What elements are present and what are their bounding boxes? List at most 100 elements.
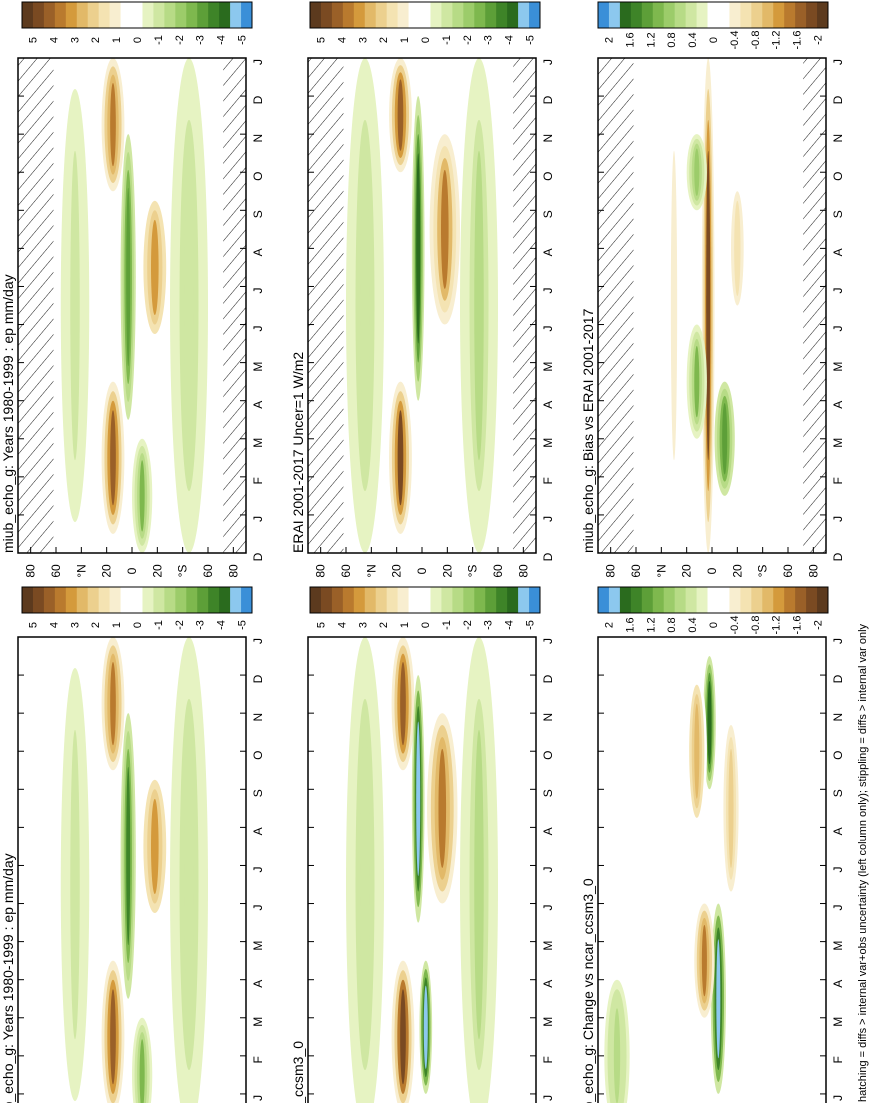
- colorbar-swatch: [241, 2, 253, 28]
- colorbar-swatch: [109, 587, 122, 613]
- lat-tick-label: 60: [491, 564, 505, 578]
- colorbar-swatch: [441, 587, 453, 613]
- lat-tick-label: °N: [364, 564, 378, 577]
- colorbar-p3: 5 4 3 2 1 0 -1 -2 -3 -4 -5: [309, 1, 541, 45]
- data-blob-5-3: [670, 150, 678, 461]
- colorbar-swatch: [43, 2, 56, 28]
- month-tick-label: D: [251, 552, 265, 561]
- month-tick-label: M: [541, 941, 555, 951]
- month-tick-label: J: [831, 516, 845, 522]
- colorbar-tick-label: 5: [27, 622, 39, 628]
- colorbar-swatch: [230, 587, 242, 613]
- colorbar-swatch: [364, 587, 377, 613]
- colorbar-tick-label: 0: [708, 37, 720, 43]
- month-tick-label: J: [251, 866, 265, 872]
- colorbar-frame: [309, 1, 541, 29]
- panel-p5: miub_echo_g: Bias vs ERAI 2001-2017 80 60 °…: [580, 57, 845, 578]
- month-tick-label: F: [541, 477, 555, 484]
- colorbar-swatch: [751, 587, 763, 613]
- colorbar-swatch: [474, 2, 486, 28]
- month-tick-label: J: [541, 638, 555, 644]
- colorbar-p1: 5 4 3 2 1 0 -1 -2 -3 -4 -5: [21, 1, 253, 45]
- month-tick-label: J: [251, 59, 265, 65]
- colorbar-swatch: [795, 2, 807, 28]
- colorbar-p4: 5 4 3 2 1 0 -1 -2 -3 -4 -5: [309, 586, 541, 630]
- month-tick-label: A: [831, 980, 845, 988]
- month-tick-label: F: [541, 1056, 555, 1063]
- lat-tick-label: 60: [201, 564, 215, 578]
- month-tick-label: F: [251, 1056, 265, 1063]
- month-tick-label: O: [251, 172, 265, 181]
- colorbar-swatch: [208, 587, 220, 613]
- colorbar-swatch: [320, 2, 333, 28]
- colorbar-swatch: [310, 587, 322, 613]
- colorbar-swatch: [120, 2, 133, 28]
- colorbar-swatch: [608, 587, 621, 613]
- panel-p1: miub_echo_g: Years 1980-1999 : ep mm/day…: [0, 57, 265, 578]
- data-blob-4-3: [734, 200, 741, 296]
- data-blob-0-3: [397, 410, 404, 506]
- colorbar-frame: [597, 1, 829, 29]
- lat-tick-label: 20: [440, 564, 454, 578]
- month-tick-label: M: [541, 438, 555, 448]
- colorbar-tick-label: 4: [336, 37, 348, 43]
- month-tick-label: J: [541, 905, 555, 911]
- colorbar-tick-label: 0: [708, 622, 720, 628]
- colorbar-tick-label: -1: [153, 620, 165, 630]
- colorbar-swatch: [54, 2, 67, 28]
- colorbar-swatch: [32, 2, 45, 28]
- month-tick-label: N: [541, 134, 555, 143]
- month-tick-label: M: [831, 438, 845, 448]
- data-blob-4-3: [139, 1039, 145, 1103]
- month-tick-label: A: [541, 827, 555, 835]
- colorbar-swatch: [208, 2, 220, 28]
- panel-title: miub_echo_g: Years 1980-1999 : ep mm/day: [0, 853, 16, 1103]
- colorbar-swatch: [142, 587, 154, 613]
- colorbar-swatch: [619, 2, 632, 28]
- lat-tick-label: 60: [781, 564, 795, 578]
- colorbar-swatch: [142, 2, 154, 28]
- hatch-south: [513, 58, 536, 553]
- colorbar-tick-label: -1: [153, 35, 165, 45]
- data-blob-2-3: [126, 187, 131, 367]
- colorbar-swatch: [353, 2, 366, 28]
- colorbar-swatch: [674, 2, 687, 28]
- panel-title: miub_echo_g: Years 1980-1999 : ep mm/day: [0, 274, 16, 553]
- colorbar-swatch: [120, 587, 133, 613]
- colorbar-swatch: [131, 2, 143, 28]
- colorbar-tick-label: -0.8: [750, 616, 762, 635]
- data-blob-4-3: [360, 150, 370, 461]
- colorbar-tick-label: 1.2: [645, 617, 657, 632]
- month-tick-label: A: [541, 401, 555, 409]
- lat-tick-label: °S: [756, 565, 770, 578]
- colorbar-tick-label: 1.6: [624, 32, 636, 47]
- month-tick-label: A: [541, 980, 555, 988]
- data-blob-0-3: [400, 989, 406, 1085]
- month-tick-label: O: [541, 172, 555, 181]
- colorbar-swatch: [784, 2, 796, 28]
- colorbar-swatch: [397, 2, 410, 28]
- colorbar-tick-label: 0.4: [687, 32, 699, 47]
- colorbar-tick-label: 1: [111, 622, 123, 628]
- month-tick-label: F: [831, 1056, 845, 1063]
- colorbar-tick-label: -1.2: [771, 31, 783, 50]
- colorbar-swatch: [197, 587, 209, 613]
- colorbar-tick-label: 0.4: [687, 617, 699, 632]
- colorbar-tick-label: 0.8: [666, 32, 678, 47]
- month-tick-label: S: [541, 210, 555, 218]
- lat-tick-label: 60: [49, 564, 63, 578]
- colorbar-swatch: [474, 587, 486, 613]
- colorbar-swatch: [386, 587, 399, 613]
- colorbar-swatch: [131, 587, 143, 613]
- data-blob-1-3: [397, 79, 404, 151]
- colorbar-tick-label: -4: [504, 35, 516, 45]
- colorbar-swatch: [707, 2, 719, 28]
- colorbar-swatch: [408, 2, 421, 28]
- lat-tick-label: 80: [516, 564, 530, 578]
- colorbar-swatch: [485, 587, 497, 613]
- month-tick-label: M: [251, 1017, 265, 1027]
- month-tick-label: D: [831, 674, 845, 683]
- data-blob-6-3: [184, 729, 194, 1040]
- colorbar-swatch: [386, 2, 399, 28]
- lat-tick-label: 80: [314, 564, 328, 578]
